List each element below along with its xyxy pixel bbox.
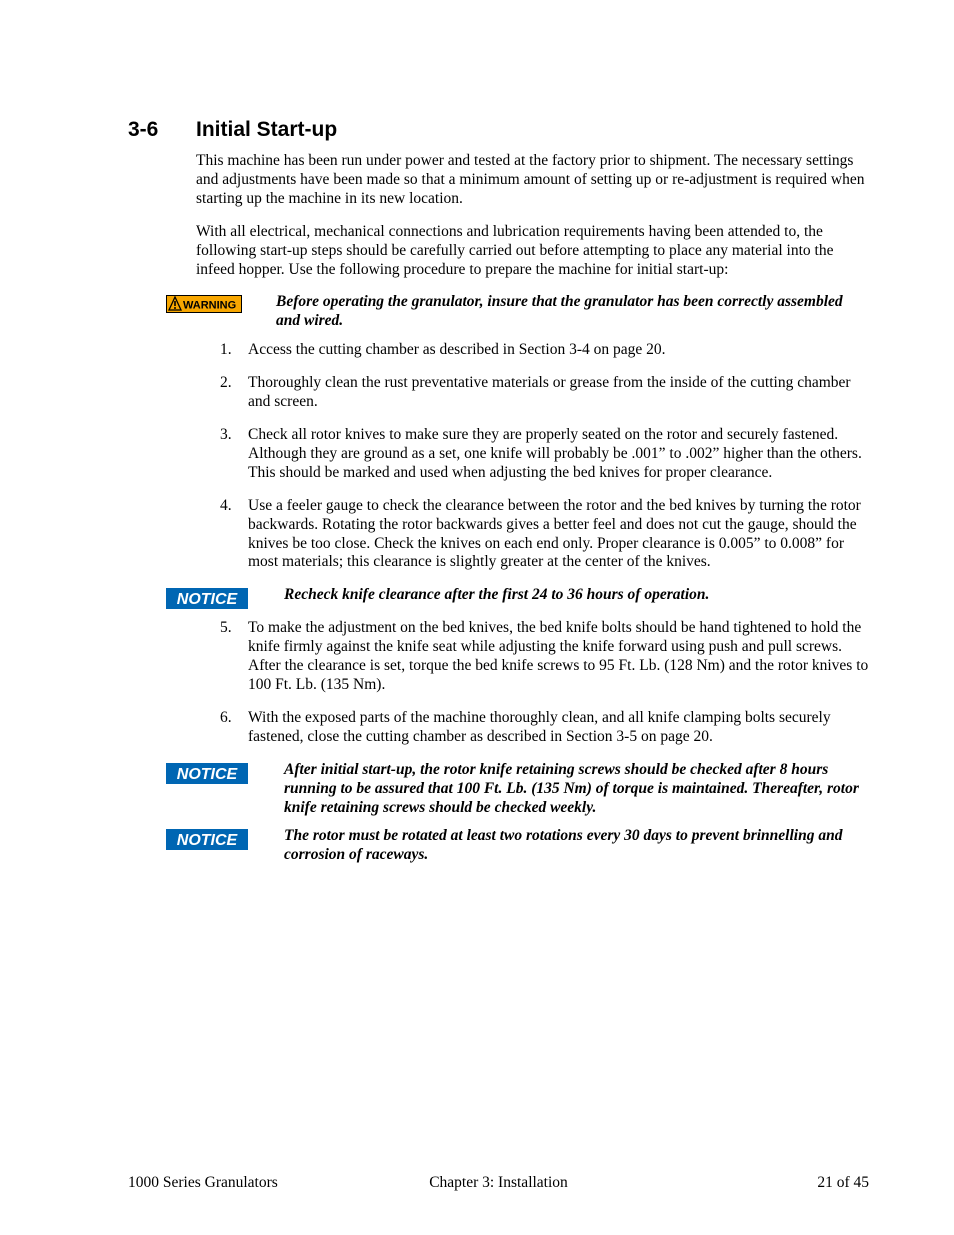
svg-text:NOTICE: NOTICE bbox=[177, 591, 239, 608]
notice-text: The rotor must be rotated at least two r… bbox=[284, 827, 869, 865]
section-heading: 3-6 Initial Start-up bbox=[128, 118, 869, 142]
step-number: 6. bbox=[220, 709, 248, 747]
warning-callout: WARNING Before operating the granulator,… bbox=[166, 293, 869, 331]
section-title: Initial Start-up bbox=[196, 118, 337, 142]
warning-text: Before operating the granulator, insure … bbox=[276, 293, 869, 331]
step-number: 1. bbox=[220, 341, 248, 360]
notice-icon: NOTICE bbox=[166, 588, 248, 609]
notice-callout-2: NOTICE After initial start-up, the rotor… bbox=[166, 761, 869, 818]
notice-callout-3: NOTICE The rotor must be rotated at leas… bbox=[166, 827, 869, 865]
intro-paragraph-1: This machine has been run under power an… bbox=[196, 152, 869, 209]
notice-icon: NOTICE bbox=[166, 829, 248, 850]
page-content: 3-6 Initial Start-up This machine has be… bbox=[0, 0, 954, 865]
notice-text: After initial start-up, the rotor knife … bbox=[284, 761, 869, 818]
step-text: Check all rotor knives to make sure they… bbox=[248, 426, 869, 483]
page-footer: 1000 Series Granulators Chapter 3: Insta… bbox=[128, 1174, 869, 1192]
notice-badge: NOTICE bbox=[166, 763, 248, 784]
step-number: 5. bbox=[220, 619, 248, 695]
intro-block: This machine has been run under power an… bbox=[196, 152, 869, 279]
intro-paragraph-2: With all electrical, mechanical connecti… bbox=[196, 223, 869, 280]
notice-icon: NOTICE bbox=[166, 763, 248, 784]
step-item: 2. Thoroughly clean the rust preventativ… bbox=[220, 374, 869, 412]
steps-list-a: 1. Access the cutting chamber as describ… bbox=[220, 341, 869, 572]
notice-callout-1: NOTICE Recheck knife clearance after the… bbox=[166, 586, 869, 609]
steps-list-b: 5. To make the adjustment on the bed kni… bbox=[220, 619, 869, 746]
step-number: 4. bbox=[220, 497, 248, 573]
step-item: 1. Access the cutting chamber as describ… bbox=[220, 341, 869, 360]
step-item: 4. Use a feeler gauge to check the clear… bbox=[220, 497, 869, 573]
step-text: With the exposed parts of the machine th… bbox=[248, 709, 869, 747]
step-item: 3. Check all rotor knives to make sure t… bbox=[220, 426, 869, 483]
warning-badge: WARNING bbox=[166, 295, 242, 313]
step-text: Use a feeler gauge to check the clearanc… bbox=[248, 497, 869, 573]
section-number: 3-6 bbox=[128, 118, 196, 142]
step-number: 3. bbox=[220, 426, 248, 483]
svg-text:NOTICE: NOTICE bbox=[177, 832, 239, 849]
step-text: To make the adjustment on the bed knives… bbox=[248, 619, 869, 695]
notice-text: Recheck knife clearance after the first … bbox=[284, 586, 709, 605]
footer-center: Chapter 3: Installation bbox=[128, 1174, 869, 1192]
notice-badge: NOTICE bbox=[166, 588, 248, 609]
svg-text:NOTICE: NOTICE bbox=[177, 766, 239, 783]
step-item: 6. With the exposed parts of the machine… bbox=[220, 709, 869, 747]
step-item: 5. To make the adjustment on the bed kni… bbox=[220, 619, 869, 695]
svg-text:WARNING: WARNING bbox=[183, 300, 236, 312]
step-text: Access the cutting chamber as described … bbox=[248, 341, 869, 360]
step-text: Thoroughly clean the rust preventative m… bbox=[248, 374, 869, 412]
warning-icon: WARNING bbox=[166, 295, 242, 313]
notice-badge: NOTICE bbox=[166, 829, 248, 850]
step-number: 2. bbox=[220, 374, 248, 412]
